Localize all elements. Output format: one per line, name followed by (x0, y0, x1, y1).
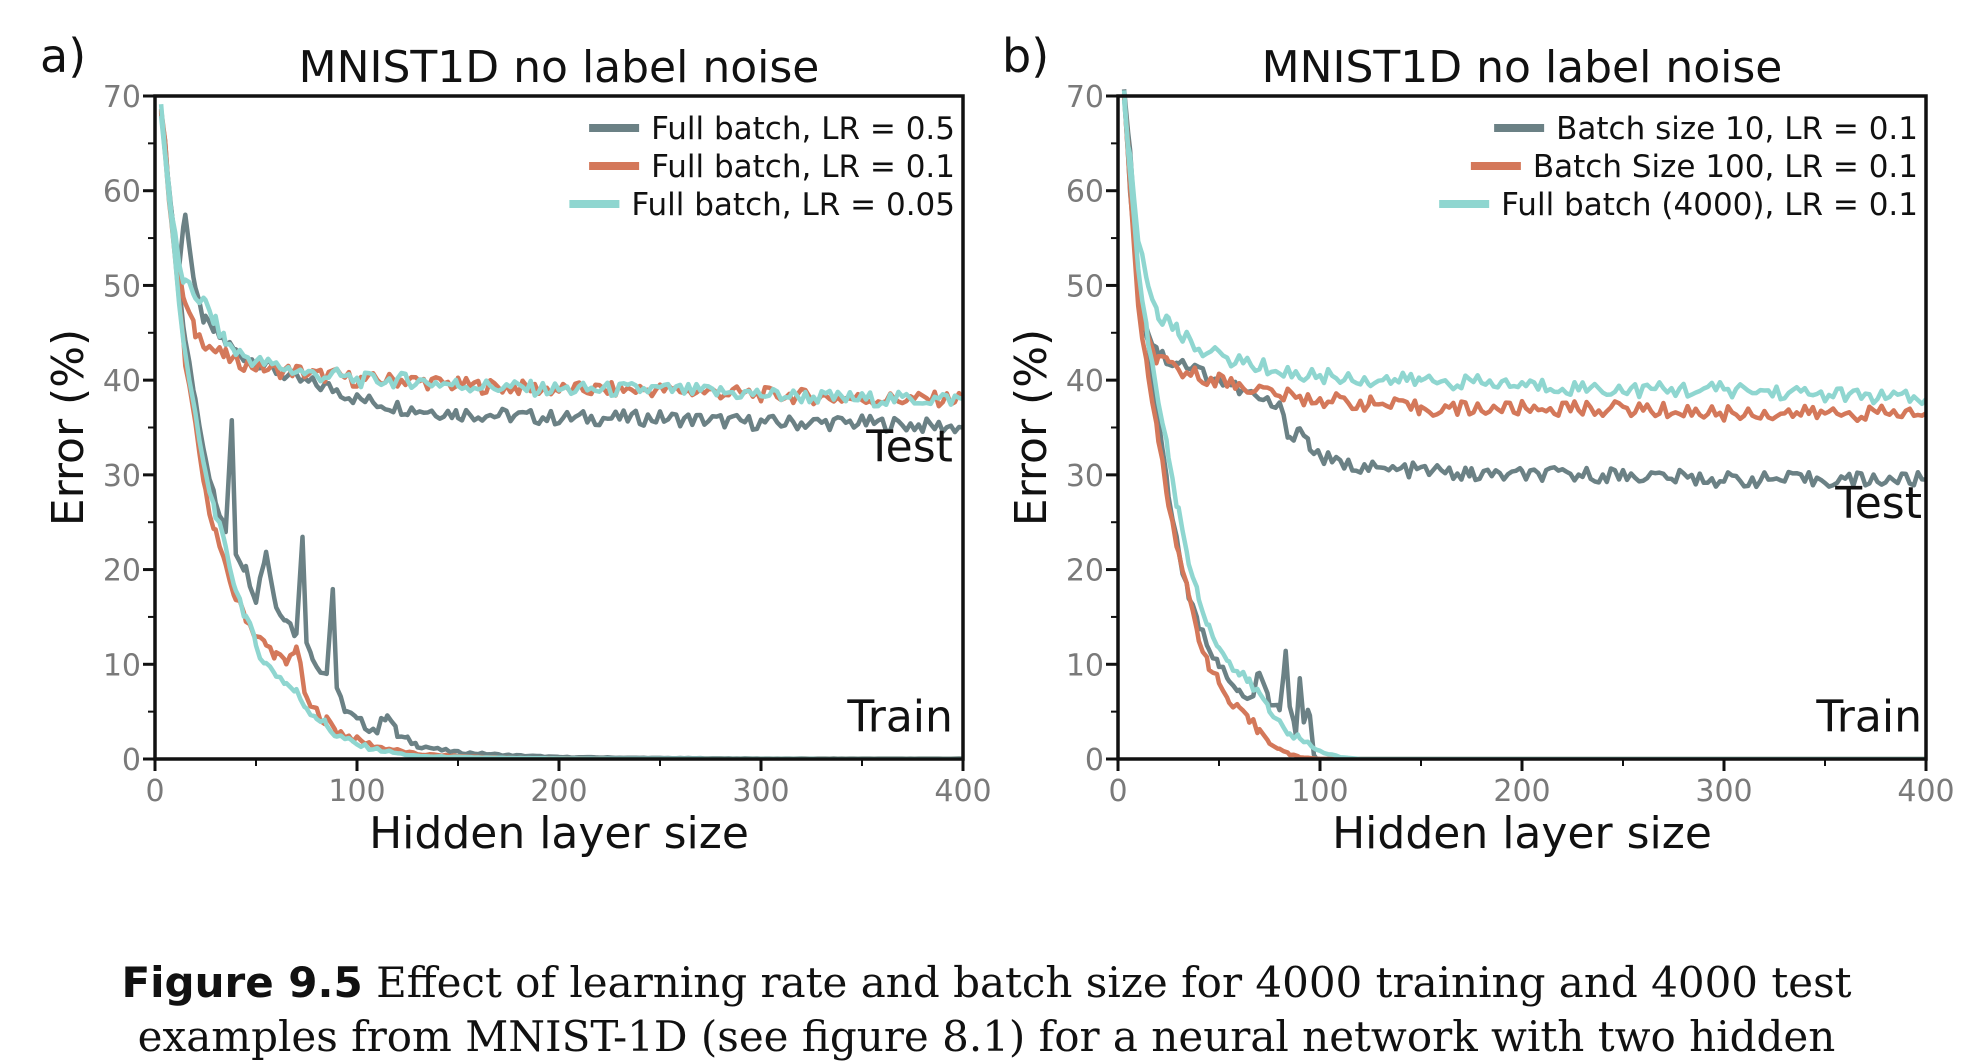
annotation-test: Test (865, 421, 953, 472)
chart-title: MNIST1D no label noise (1262, 42, 1783, 93)
x-tick-label: 100 (328, 774, 385, 809)
plot-frame (1116, 94, 1928, 761)
x-tick-label: 300 (1695, 774, 1752, 809)
panel-label: a) (40, 29, 86, 83)
series-line-test-1 (1121, 95, 1926, 424)
x-tick-label: 300 (732, 774, 789, 809)
y-tick-label: 50 (103, 269, 141, 304)
panel-label: b) (1002, 29, 1049, 83)
y-tick-label: 50 (1066, 269, 1104, 304)
caption-label: Figure 9.5 (121, 958, 363, 1007)
x-tick-label: 0 (145, 774, 164, 809)
y-tick-label: 10 (1066, 648, 1104, 683)
annotation-train: Train (1815, 691, 1922, 742)
figure-caption: Figure 9.5 Effect of learning rate and b… (0, 958, 1973, 1007)
x-tick-label: 400 (934, 774, 991, 809)
y-tick-label: 60 (1066, 175, 1104, 210)
legend-entry-label: Full batch, LR = 0.1 (651, 149, 955, 185)
y-tick-label: 40 (103, 364, 141, 399)
chart-title: MNIST1D no label noise (299, 42, 820, 93)
series-line-test-0 (158, 112, 963, 435)
x-tick-label: 200 (530, 774, 587, 809)
chart-panel-b: b) MNIST1D no label noise 0 10 20 30 40 50 60 70 0… (1002, 29, 1955, 859)
y-tick-label: 0 (1085, 743, 1104, 778)
series-line-train-0 (1121, 95, 1926, 759)
x-tick-label: 100 (1291, 774, 1348, 809)
y-tick-label: 70 (103, 80, 141, 115)
y-tick-label: 40 (1066, 364, 1104, 399)
chart-panel-a: a) MNIST1D no label noise 0 10 20 30 40 50 60 70 0… (40, 29, 992, 859)
x-axis-label: Hidden layer size (1332, 808, 1712, 859)
annotation-test: Test (1834, 478, 1922, 529)
figure-caption-line2: examples from MNIST-1D (see figure 8.1) … (137, 1012, 1836, 1061)
figure-canvas: a) MNIST1D no label noise 0 10 20 30 40 50 60 70 0… (40, 29, 1955, 859)
y-tick-label: 60 (103, 175, 141, 210)
y-axis-label: Error (%) (1006, 329, 1057, 526)
plot-frame (153, 94, 965, 761)
annotation-train: Train (846, 691, 953, 742)
legend-entry-label: Full batch, LR = 0.5 (651, 111, 955, 147)
y-tick-label: 10 (103, 648, 141, 683)
y-tick-label: 30 (103, 459, 141, 494)
y-tick-label: 20 (103, 554, 141, 589)
y-tick-label: 0 (122, 743, 141, 778)
plot-area (1121, 89, 1926, 759)
x-tick-label: 200 (1493, 774, 1550, 809)
series-line-test-2 (158, 104, 963, 409)
y-tick-label: 30 (1066, 459, 1104, 494)
legend-entry-label: Full batch (4000), LR = 0.1 (1501, 187, 1918, 223)
x-tick-label: 400 (1897, 774, 1954, 809)
legend-entry-label: Batch size 10, LR = 0.1 (1556, 111, 1918, 147)
x-axis-label: Hidden layer size (369, 808, 749, 859)
series-line-test-2 (1121, 99, 1926, 407)
y-tick-label: 70 (1066, 80, 1104, 115)
series-line-train-1 (1121, 93, 1926, 759)
series-line-train-2 (1121, 90, 1926, 759)
y-tick-label: 20 (1066, 554, 1104, 589)
y-axis-label: Error (%) (43, 329, 94, 526)
x-tick-label: 0 (1108, 774, 1127, 809)
legend-entry-label: Full batch, LR = 0.05 (631, 187, 955, 223)
legend-entry-label: Batch Size 100, LR = 0.1 (1533, 149, 1918, 185)
caption-text: Effect of learning rate and batch size f… (376, 958, 1852, 1007)
